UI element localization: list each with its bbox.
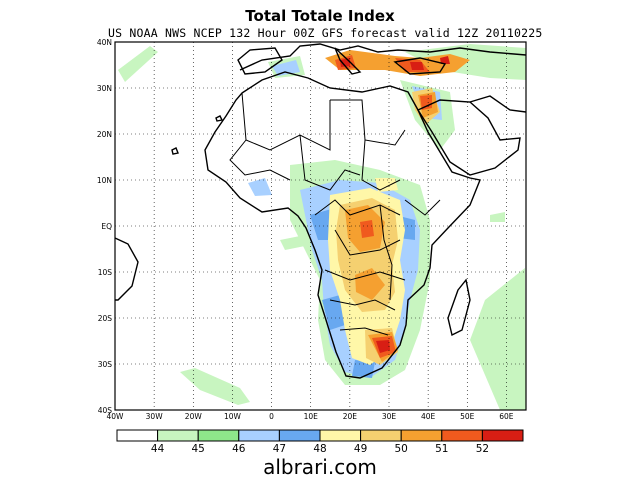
- latitude-labels: 40N 30N 20N 10N EQ 10S 20S 30S 40S: [97, 38, 112, 415]
- longitude-tick-label: 10W: [224, 412, 242, 421]
- field-level-max: [340, 56, 450, 353]
- colorbar-swatch: [238, 429, 280, 442]
- longitude-labels: 40W 30W 20W 10W 0 10E 20E 30E 40E 50E 60E: [107, 412, 514, 421]
- colorbar-swatch: [278, 429, 321, 442]
- canary-islands: [171, 115, 224, 155]
- colorbar: [116, 429, 524, 442]
- colorbar-swatch: [116, 429, 159, 442]
- colorbar-tick-label: 52: [476, 443, 489, 455]
- colorbar-tick-label: 49: [354, 443, 367, 455]
- latitude-tick-label: 30S: [98, 360, 113, 369]
- map-title: Total Totale Index: [245, 7, 395, 25]
- south-america-coastline: [115, 237, 139, 301]
- asia-coastline: [469, 95, 526, 113]
- colorbar-tick-label: 47: [273, 443, 286, 455]
- longitude-tick-label: 30W: [146, 412, 164, 421]
- coastlines: [115, 43, 526, 379]
- watermark-text: albrari.com: [263, 455, 377, 479]
- latitude-tick-label: 10N: [97, 176, 112, 185]
- colorbar-tick-label: 51: [435, 443, 448, 455]
- latitude-tick-label: 30N: [97, 84, 112, 93]
- colorbar-swatch: [360, 429, 402, 442]
- europe-coastline: [239, 43, 526, 71]
- colorbar-swatch: [441, 429, 483, 442]
- latitude-tick-label: 40N: [97, 38, 112, 47]
- longitude-tick-label: 20W: [185, 412, 203, 421]
- longitude-tick-label: 20E: [343, 412, 358, 421]
- arabia-coastline: [416, 99, 521, 176]
- madagascar-coastline: [447, 278, 471, 337]
- colorbar-tick-label: 45: [192, 443, 205, 455]
- longitude-tick-label: 50E: [460, 412, 475, 421]
- longitude-tick-label: 10E: [304, 412, 319, 421]
- longitude-tick-label: 60E: [499, 412, 514, 421]
- latitude-tick-label: EQ: [101, 222, 112, 231]
- colorbar-swatch: [157, 429, 199, 442]
- latitude-tick-label: 40S: [98, 406, 113, 415]
- africa-coastline: [204, 71, 481, 379]
- longitude-tick-label: 0: [269, 412, 274, 421]
- colorbar-swatch: [400, 429, 443, 442]
- colorbar-tick-label: 44: [151, 443, 165, 455]
- colorbar-tick-label: 50: [395, 443, 408, 455]
- map-frame: [114, 41, 527, 411]
- longitude-tick-label: 40E: [421, 412, 436, 421]
- colorbar-tick-label: 48: [313, 443, 326, 455]
- colorbar-labels: 44 45 46 47 48 49 50 51 52: [151, 443, 489, 455]
- colorbar-swatch: [481, 429, 524, 442]
- longitude-tick-label: 30E: [382, 412, 397, 421]
- longitude-tick-label: 40W: [107, 412, 125, 421]
- latitude-tick-label: 20S: [98, 314, 113, 323]
- graticule: [115, 42, 526, 410]
- latitude-tick-label: 10S: [98, 268, 113, 277]
- turkey-coastline: [393, 57, 447, 75]
- map-subtitle: US NOAA NWS NCEP 132 Hour 00Z GFS foreca…: [108, 26, 543, 40]
- colorbar-tick-label: 46: [232, 443, 246, 455]
- iberia-coastline: [237, 47, 283, 75]
- colorbar-swatch: [197, 429, 240, 442]
- italy-coastline: [334, 47, 362, 75]
- country-borders: [229, 92, 441, 336]
- latitude-tick-label: 20N: [97, 130, 112, 139]
- colorbar-swatch: [319, 429, 362, 442]
